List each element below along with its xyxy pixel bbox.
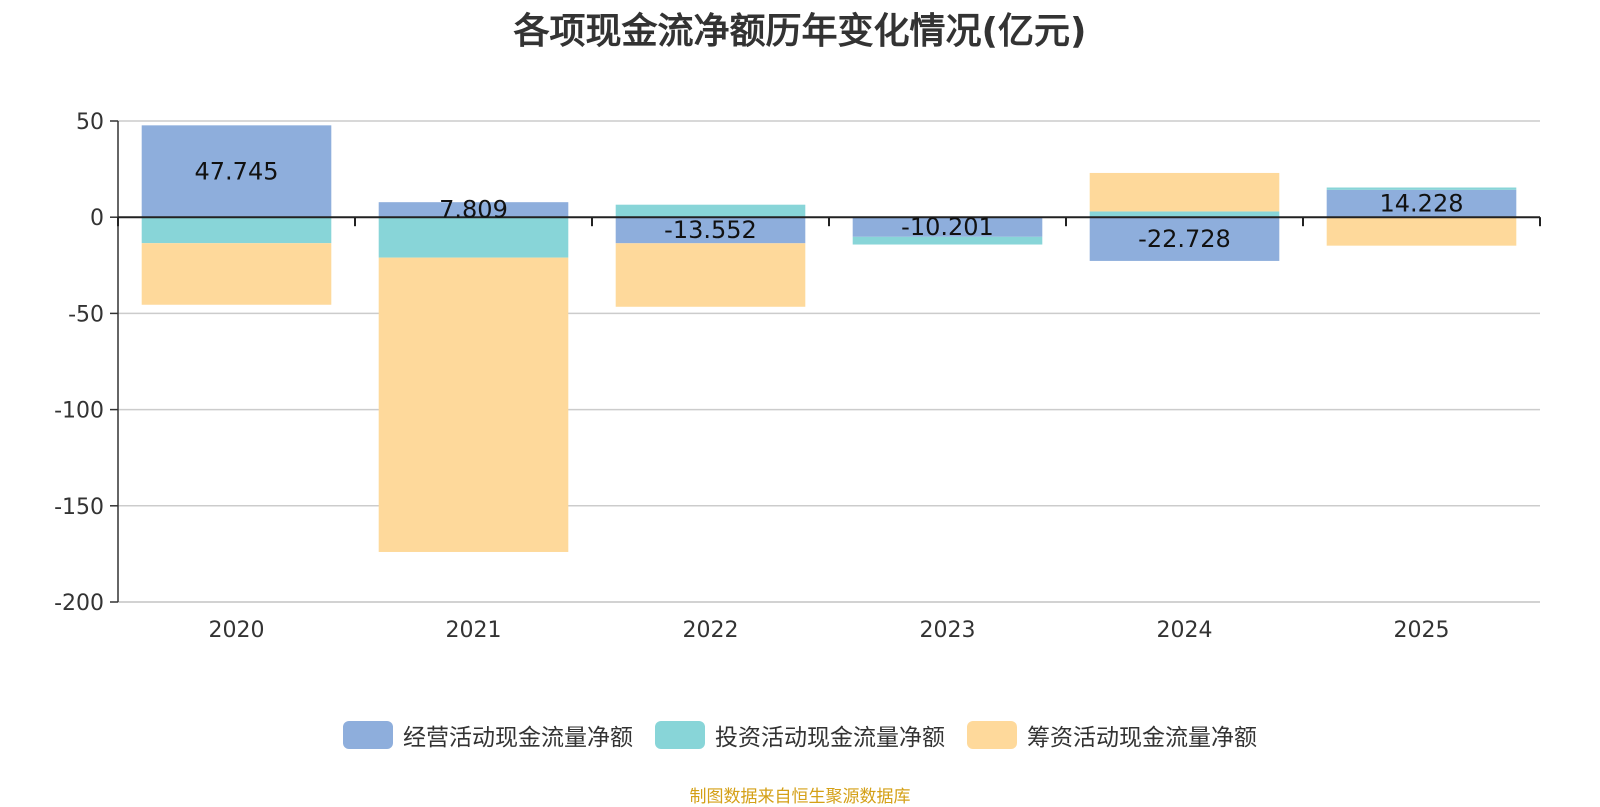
- bar-2023-series-1: [852, 236, 1043, 245]
- bar-2023-series-0: [852, 217, 1043, 237]
- legend-item-investing[interactable]: 投资活动现金流量净额: [655, 718, 945, 752]
- x-tick-label: 2024: [1157, 618, 1213, 643]
- bar-2024-series-0: [1089, 217, 1280, 261]
- bar-2022-series-1: [615, 204, 806, 218]
- data-label-2024: -22.728: [1138, 225, 1231, 253]
- source-note: 制图数据来自恒生聚源数据库: [689, 787, 911, 807]
- y-tick-label: -100: [54, 399, 104, 424]
- bar-2021-series-0: [378, 202, 569, 218]
- data-label-2021: 7.809: [439, 196, 508, 224]
- bar-2022-series-0: [615, 217, 806, 244]
- legend-swatch-investing: [655, 721, 705, 749]
- legend-label-operating: 经营活动现金流量净额: [403, 725, 633, 751]
- bar-2025-series-2: [1326, 217, 1517, 246]
- x-tick-label: 2023: [920, 618, 976, 643]
- data-label-2020: 47.745: [195, 157, 279, 185]
- x-tick-label: 2021: [446, 618, 502, 643]
- bar-2025-series-1: [1326, 187, 1517, 190]
- data-label-2025: 14.228: [1380, 190, 1464, 218]
- y-tick-label: -50: [68, 302, 104, 327]
- bar-2021-series-1: [378, 217, 569, 258]
- legend-item-operating[interactable]: 经营活动现金流量净额: [343, 718, 633, 752]
- chart-title: 各项现金流净额历年变化情况(亿元): [513, 11, 1087, 52]
- data-labels: 47.745 7.809 -13.552 -10.201 -22.728 14.228: [195, 157, 1464, 253]
- bar-2022-series-2: [615, 243, 806, 307]
- bar-2024-series-2: [1089, 172, 1280, 212]
- legend-swatch-financing: [967, 721, 1017, 749]
- legend-label-investing: 投资活动现金流量净额: [715, 725, 945, 751]
- y-tick-label: 0: [90, 206, 104, 231]
- bars: [141, 125, 1517, 552]
- bar-2020-series-1: [141, 217, 332, 244]
- x-tick-label: 2025: [1394, 618, 1450, 643]
- bar-2020-series-0: [141, 125, 332, 218]
- data-label-2023: -10.201: [901, 213, 994, 241]
- x-tick-label: 2022: [683, 618, 739, 643]
- bar-2025-series-0: [1326, 189, 1517, 218]
- y-tick-label: -150: [54, 495, 104, 520]
- bar-2021-series-2: [378, 257, 569, 552]
- y-tick-label: -200: [54, 591, 104, 616]
- data-label-2022: -13.552: [664, 216, 757, 244]
- grid-lines: [118, 120, 1540, 603]
- legend: 经营活动现金流量净额 投资活动现金流量净额 筹资活动现金流量净额: [0, 718, 1600, 752]
- y-tick-label: 50: [76, 110, 104, 135]
- bar-2024-series-1: [1089, 211, 1280, 218]
- chart-plot: 50 0 -50 -100 -150 -200 2020 2021 2022 2023 2024 20…: [54, 110, 1541, 643]
- legend-item-financing[interactable]: 筹资活动现金流量净额: [967, 718, 1257, 752]
- legend-swatch-operating: [343, 721, 393, 749]
- axes: 50 0 -50 -100 -150 -200 2020 2021 2022 2023 2024 20…: [54, 110, 1541, 643]
- x-tick-label: 2020: [209, 618, 265, 643]
- legend-label-financing: 筹资活动现金流量净额: [1027, 725, 1257, 751]
- bar-2020-series-2: [141, 243, 332, 305]
